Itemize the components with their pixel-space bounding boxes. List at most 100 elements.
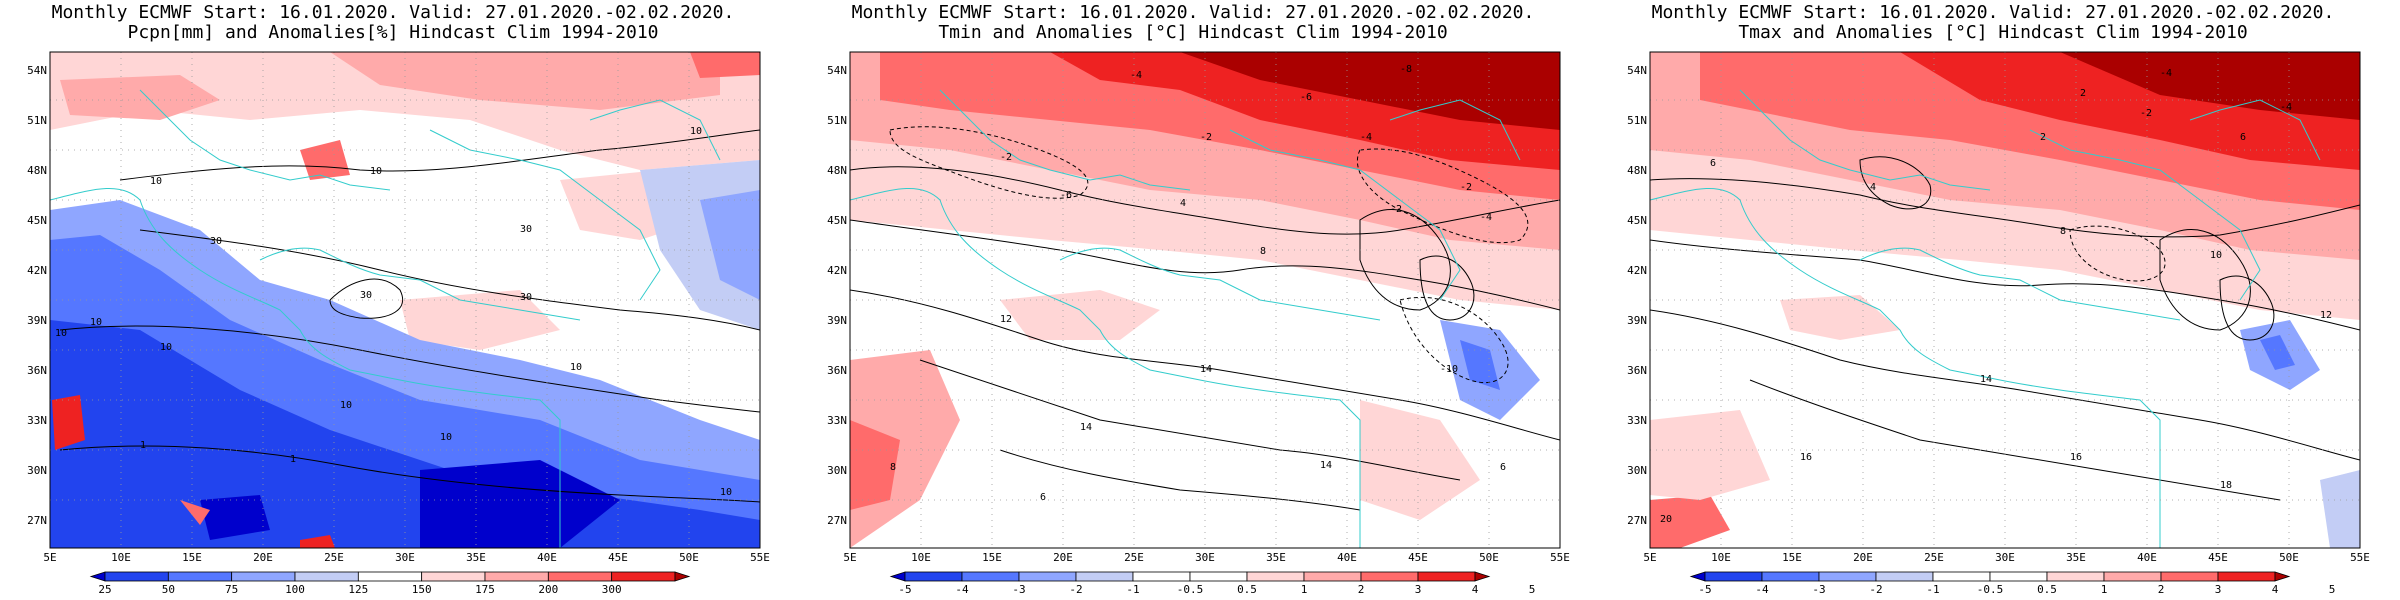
contour-label: -2 <box>2140 108 2152 119</box>
lon-tick-label: 45E <box>1408 551 1428 564</box>
contour-label: 10 <box>150 176 162 187</box>
colorbar-label: 25 <box>98 583 111 596</box>
colorbar-label: 75 <box>225 583 238 596</box>
contour-label: 6 <box>1500 462 1506 473</box>
lon-tick-label: 15E <box>1782 551 1802 564</box>
colorbar-label: 2 <box>2158 583 2165 596</box>
colorbar-segment <box>1360 571 1419 582</box>
colorbar-segment <box>231 571 296 582</box>
contour-label: 14 <box>1980 374 1992 385</box>
lon-tick-label: 20E <box>1053 551 1073 564</box>
contour-label: 4 <box>1180 198 1186 209</box>
contour-label: 16 <box>1800 452 1812 463</box>
contour-label: 14 <box>1320 460 1332 471</box>
colorbar-label: -2 <box>1869 583 1882 596</box>
lon-tick-label: 40E <box>1337 551 1357 564</box>
colorbar-label: 3 <box>1415 583 1422 596</box>
lat-tick-label: 39N <box>827 314 847 327</box>
contour-label: 30 <box>210 236 222 247</box>
colorbar-segment <box>167 571 233 582</box>
colorbar-label: 125 <box>348 583 368 596</box>
lat-tick-label: 42N <box>27 264 47 277</box>
colorbar-label: -4 <box>955 583 969 596</box>
contour-label: 6 <box>1040 492 1046 503</box>
contour-label: -6 <box>1060 190 1072 201</box>
lat-tick-label: 54N <box>27 64 47 77</box>
contour-label: 10 <box>690 126 702 137</box>
lat-tick-label: 36N <box>827 364 847 377</box>
contour-label: 10 <box>440 432 452 443</box>
tmin-title-line1: Monthly ECMWF Start: 16.01.2020. Valid: … <box>851 2 1535 23</box>
contour-label: 2 <box>2040 132 2046 143</box>
lat-tick-label: 36N <box>27 364 47 377</box>
contour-label: -4 <box>2160 68 2172 79</box>
precip-title-line2: Pcpn[mm] and Anomalies[%] Hindcast Clim … <box>127 22 659 43</box>
lon-tick-label: 50E <box>2279 551 2299 564</box>
contour-label: -8 <box>1400 64 1412 75</box>
lon-tick-label: 55E <box>2350 551 2370 564</box>
precip-panel: Monthly ECMWF Start: 16.01.2020. Valid: … <box>0 0 786 600</box>
colorbar-label: -0.5 <box>1977 583 2004 596</box>
colorbar-label: 1 <box>1301 583 1308 596</box>
lat-tick-label: 45N <box>1627 214 1647 227</box>
contour-label: 2 <box>2080 88 2086 99</box>
lat-tick-label: 33N <box>827 414 847 427</box>
lon-tick-label: 30E <box>1995 551 2015 564</box>
contour-label: 16 <box>2070 452 2082 463</box>
lat-tick-label: 54N <box>827 64 847 77</box>
colorbar-label: 0.5 <box>2037 583 2057 596</box>
colorbar-label: 100 <box>285 583 305 596</box>
tmin-colorbar: -5 -4 -3 -2 -1 -0.5 0.5 1 2 3 4 5 <box>889 571 1535 596</box>
contour-label: 14 <box>1080 422 1092 433</box>
colorbar-segment <box>2046 571 2105 582</box>
colorbar-segment <box>1689 571 1706 582</box>
colorbar-segment <box>89 571 106 582</box>
contour-label: 8 <box>2060 226 2066 237</box>
colorbar-segment <box>2103 571 2162 582</box>
colorbar-label: 4 <box>2272 583 2279 596</box>
colorbar-segment <box>1761 571 1820 582</box>
lon-tick-label: 55E <box>750 551 770 564</box>
lat-tick-label: 27N <box>827 514 847 527</box>
colorbar-segment <box>674 571 691 582</box>
contour-label: 6 <box>1710 158 1716 169</box>
colorbar-segment <box>357 571 423 582</box>
contour-label: 10 <box>340 400 352 411</box>
lon-tick-label: 20E <box>253 551 273 564</box>
contour-label: 10 <box>90 317 102 328</box>
lat-tick-label: 42N <box>827 264 847 277</box>
colorbar-label: 0.5 <box>1237 583 1257 596</box>
colorbar-label: 150 <box>412 583 432 596</box>
colorbar-label: 4 <box>1472 583 1479 596</box>
colorbar-segment <box>1303 571 1362 582</box>
colorbar-segment <box>1704 571 1763 582</box>
contour-label: 30 <box>360 290 372 301</box>
tmin-panel: Monthly ECMWF Start: 16.01.2020. Valid: … <box>800 0 1586 600</box>
colorbar-segment <box>904 571 963 582</box>
colorbar-segment <box>1132 571 1191 582</box>
colorbar-label: -3 <box>1812 583 1825 596</box>
contour-label: -6 <box>1300 92 1312 103</box>
contour-label: 20 <box>1660 514 1672 525</box>
colorbar-segment <box>1932 571 1991 582</box>
lat-tick-label: 33N <box>1627 414 1647 427</box>
colorbar-segment <box>1818 571 1877 582</box>
colorbar-label: -5 <box>1698 583 1711 596</box>
colorbar-segment <box>104 571 169 582</box>
contour-label: 10 <box>55 328 67 339</box>
lat-tick-label: 54N <box>1627 64 1647 77</box>
colorbar-segment <box>1018 571 1077 582</box>
lat-tick-label: 51N <box>827 114 847 127</box>
lat-tick-label: 45N <box>27 214 47 227</box>
contour-label: 10 <box>160 342 172 353</box>
lat-tick-label: 51N <box>1627 114 1647 127</box>
colorbar-label: 3 <box>2215 583 2222 596</box>
tmin-axis-labels: 54N 51N 48N 45N 42N 39N 36N 33N 30N 27N 5E 10E 15E 20… <box>827 64 1570 564</box>
contour-label: 8 <box>890 462 896 473</box>
precip-colorbar: 25 50 75 100 125 150 175 200 300 <box>89 571 691 596</box>
colorbar-segment <box>2217 571 2276 582</box>
contour-label: 18 <box>2220 480 2232 491</box>
contour-label: -4 <box>1360 132 1372 143</box>
tmax-title-line1: Monthly ECMWF Start: 16.01.2020. Valid: … <box>1651 2 2335 23</box>
colorbar-segment <box>961 571 1020 582</box>
